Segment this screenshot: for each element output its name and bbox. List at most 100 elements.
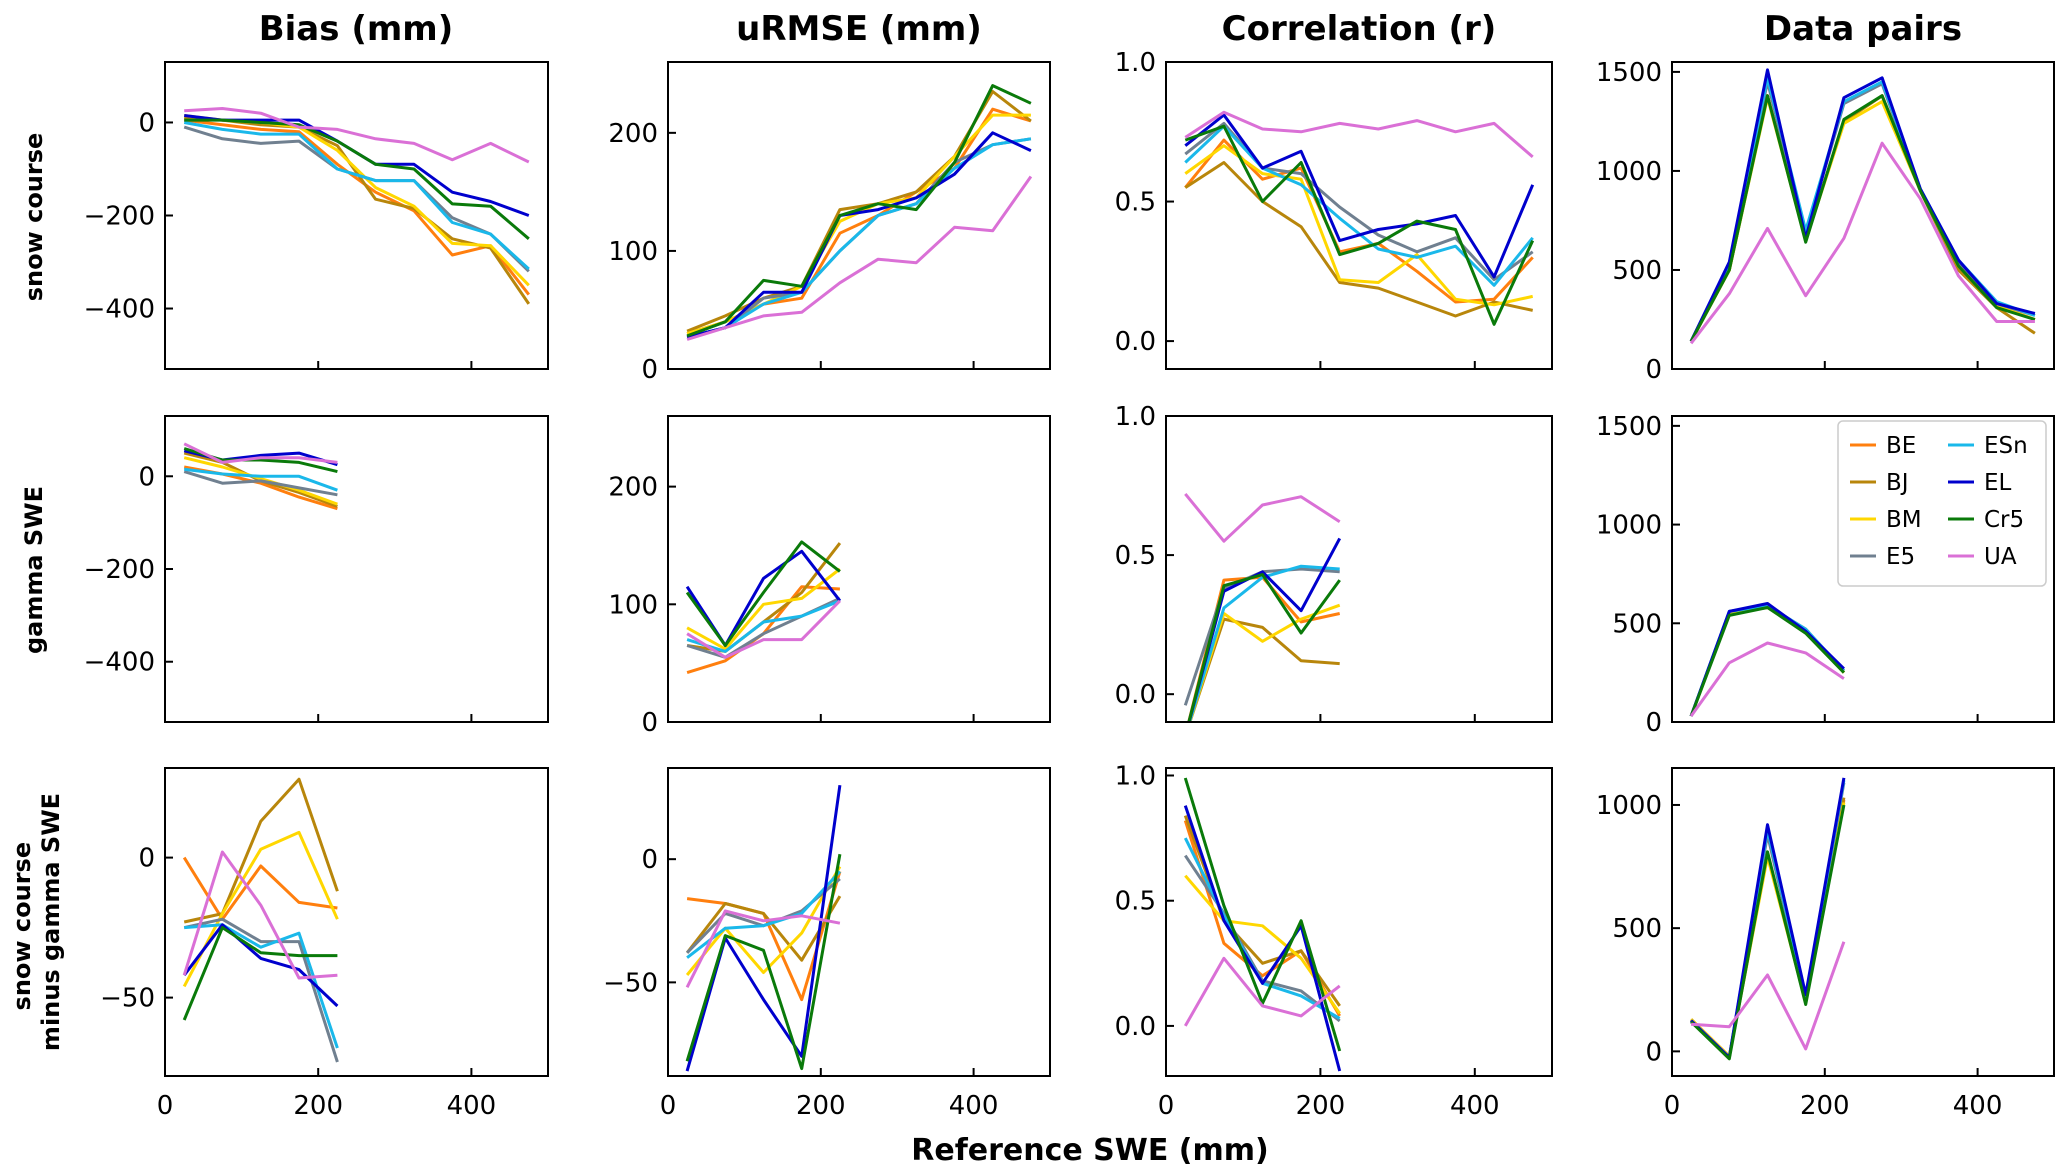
series-lines xyxy=(1689,602,1846,717)
series-line-esn xyxy=(686,137,1032,339)
series-line-be xyxy=(182,856,338,921)
x-tick-label: 200 xyxy=(293,1091,343,1121)
y-tick-label: −50 xyxy=(603,968,658,998)
series-line-ua xyxy=(1689,141,2035,345)
panel-r2c2: 0 100 200 xyxy=(608,415,1051,738)
row-label-snow-course: snow course xyxy=(20,133,48,302)
x-tick-label: 0 xyxy=(1158,1091,1175,1121)
series-line-ua xyxy=(182,850,338,980)
series-line-bm xyxy=(686,567,841,651)
x-tick-label: 400 xyxy=(949,1091,999,1121)
x-tick-label: 400 xyxy=(1450,1091,1500,1121)
ticks: 0 200 400 −50 0 xyxy=(100,844,496,1121)
panel-frame xyxy=(1165,767,1553,1077)
series-line-e5 xyxy=(1183,567,1340,706)
legend-label-ua: UA xyxy=(1984,544,2017,570)
y-tick-label: 1000 xyxy=(1596,791,1662,821)
panel-r2c3: 0.0 0.5 1.0 xyxy=(1115,402,1553,723)
series-line-bj xyxy=(183,777,339,924)
series-line-ua xyxy=(1184,492,1341,543)
series-line-el xyxy=(1184,113,1535,279)
col-title-data-pairs: Data pairs xyxy=(1764,9,1962,49)
x-tick-label: 0 xyxy=(660,1091,677,1121)
series-lines xyxy=(1183,777,1342,1072)
ticks: 0.0 0.5 1.0 xyxy=(1115,48,1476,369)
ticks: 0.0 0.5 1.0 xyxy=(1115,402,1476,722)
ticks: 0 200 400 0.0 0.5 1.0 xyxy=(1115,762,1500,1121)
panel-frame xyxy=(1671,61,2055,370)
legend-label-be: BE xyxy=(1886,433,1916,459)
series-line-esn xyxy=(1183,837,1341,1020)
legend-label-bm: BM xyxy=(1886,507,1922,533)
series-line-esn xyxy=(183,121,530,271)
series-line-bm xyxy=(1184,144,1534,307)
x-tick-label: 200 xyxy=(796,1091,846,1121)
panel-frame xyxy=(667,415,1051,723)
series-line-el xyxy=(183,923,339,1008)
y-tick-label: 1.0 xyxy=(1115,48,1156,78)
series-line-el xyxy=(1183,805,1342,1072)
panel-r3c2: 0 200 400 −50 0 xyxy=(603,767,1051,1121)
y-tick-label: 1500 xyxy=(1596,58,1662,88)
y-tick-label: 0.0 xyxy=(1115,680,1156,710)
y-tick-label: 0 xyxy=(641,355,658,385)
row-labels: snow course gamma SWE snow course minus … xyxy=(8,133,65,1051)
y-tick-label: 1000 xyxy=(1596,511,1662,541)
series-line-cr5 xyxy=(1183,777,1342,1052)
ticks: 0 200 400 0 500 1000 xyxy=(1596,791,2003,1121)
series-lines xyxy=(183,442,338,511)
series-line-cr5 xyxy=(1689,606,1845,717)
ticks: 0 200 400 −50 0 xyxy=(603,845,998,1121)
panel-frame xyxy=(667,61,1051,370)
series-line-bm xyxy=(183,456,338,506)
series-line-cr5 xyxy=(1690,804,1846,1061)
y-tick-label: 0.5 xyxy=(1115,887,1156,917)
y-tick-label: 500 xyxy=(1612,256,1662,286)
ticks: 0 100 200 xyxy=(608,473,975,738)
series-line-cr5 xyxy=(184,118,530,240)
series-line-ua xyxy=(685,909,841,988)
y-tick-label: 1500 xyxy=(1596,412,1662,442)
panel-frame xyxy=(164,767,549,1077)
series-line-ua xyxy=(183,442,338,464)
col-title-bias: Bias (mm) xyxy=(259,9,454,49)
y-tick-label: 500 xyxy=(1612,914,1662,944)
row-label-gamma-swe: gamma SWE xyxy=(20,486,48,654)
legend-frame xyxy=(1837,420,2047,587)
y-tick-label: −400 xyxy=(84,648,155,678)
series-line-esn xyxy=(686,599,841,653)
ticks: −400 −200 0 xyxy=(84,108,473,369)
column-titles: Bias (mm) uRMSE (mm) Correlation (r) Dat… xyxy=(259,9,1962,49)
ticks: 0 100 200 xyxy=(608,119,975,385)
series-line-bj xyxy=(184,116,531,305)
series-line-be xyxy=(686,107,1032,336)
series-lines xyxy=(685,784,842,1072)
y-tick-label: 200 xyxy=(608,473,658,503)
series-line-esn xyxy=(184,923,339,1049)
legend: BE ESn BJ EL BM Cr5 E5 UA xyxy=(1837,420,2047,587)
ticks: 0 500 1000 1500 xyxy=(1596,58,1979,385)
panel-r1c4: 0 500 1000 1500 xyxy=(1596,58,2055,385)
y-tick-label: 0.5 xyxy=(1115,188,1156,218)
legend-label-el: EL xyxy=(1984,470,2012,496)
y-tick-label: 0.0 xyxy=(1115,327,1156,357)
panels: −400−200001002000.00.51.0050010001500−40… xyxy=(84,48,2055,1121)
y-tick-label: 0 xyxy=(1645,708,1662,738)
series-line-esn xyxy=(184,467,338,492)
panel-r1c2: 0 100 200 xyxy=(608,61,1051,385)
panel-r1c1: −400 −200 0 xyxy=(84,61,549,370)
series-line-ua xyxy=(1184,110,1534,159)
series-lines xyxy=(182,777,339,1063)
series-line-bm xyxy=(685,865,842,976)
col-title-urmse: uRMSE (mm) xyxy=(736,9,982,49)
series-line-bm xyxy=(182,830,339,988)
row-label-difference: snow course minus gamma SWE xyxy=(8,793,65,1051)
panel-frame xyxy=(667,767,1051,1077)
panel-r2c1: −400 −200 0 xyxy=(84,415,549,723)
series-line-e5 xyxy=(183,470,338,497)
x-tick-label: 200 xyxy=(1800,1091,1850,1121)
series-line-bj xyxy=(685,895,842,962)
panel-frame xyxy=(1165,61,1553,370)
series-line-cr5 xyxy=(1187,573,1341,722)
